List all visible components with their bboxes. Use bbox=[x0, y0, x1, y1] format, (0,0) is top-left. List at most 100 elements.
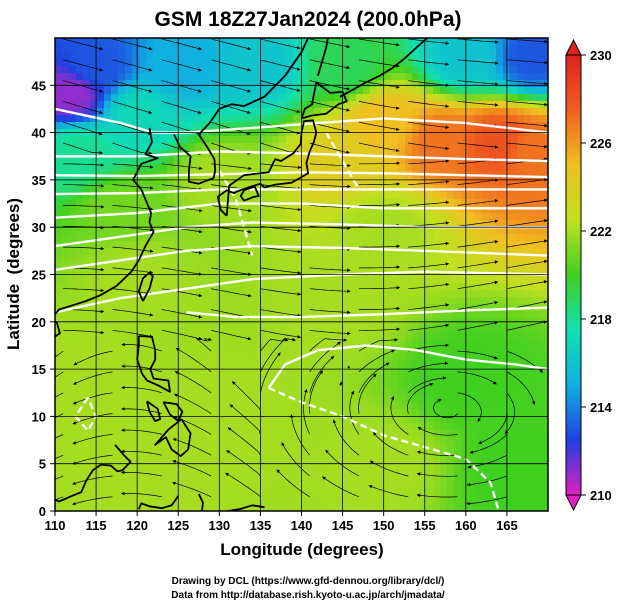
field-cell bbox=[531, 150, 539, 158]
field-cell bbox=[454, 430, 462, 438]
field-cell bbox=[468, 409, 476, 417]
field-cell bbox=[125, 164, 133, 172]
field-cell bbox=[489, 339, 497, 347]
field-cell bbox=[314, 94, 322, 102]
field-cell bbox=[279, 143, 287, 151]
field-cell bbox=[300, 430, 308, 438]
field-cell bbox=[517, 171, 525, 179]
field-cell bbox=[475, 409, 483, 417]
field-cell bbox=[468, 101, 476, 109]
field-cell bbox=[384, 304, 392, 312]
field-cell bbox=[167, 192, 175, 200]
field-cell bbox=[321, 479, 329, 487]
field-cell bbox=[167, 248, 175, 256]
field-cell bbox=[118, 283, 126, 291]
field-cell bbox=[216, 507, 224, 511]
field-cell bbox=[223, 353, 231, 361]
field-cell bbox=[76, 227, 84, 235]
field-cell bbox=[370, 395, 378, 403]
field-cell bbox=[349, 192, 357, 200]
field-cell bbox=[216, 500, 224, 508]
field-cell bbox=[517, 108, 525, 116]
field-cell bbox=[237, 290, 245, 298]
field-cell bbox=[216, 458, 224, 466]
field-cell bbox=[181, 199, 189, 207]
field-cell bbox=[202, 486, 210, 494]
field-cell bbox=[349, 339, 357, 347]
field-cell bbox=[363, 395, 371, 403]
field-cell bbox=[125, 227, 133, 235]
field-cell bbox=[342, 66, 350, 74]
field-cell bbox=[447, 346, 455, 354]
field-cell bbox=[370, 465, 378, 473]
streamline bbox=[325, 449, 360, 477]
streamline bbox=[309, 309, 351, 315]
field-cell bbox=[125, 220, 133, 228]
field-cell bbox=[230, 290, 238, 298]
field-cell bbox=[76, 479, 84, 487]
field-cell bbox=[293, 73, 301, 81]
field-cell bbox=[426, 234, 434, 242]
field-cell bbox=[538, 486, 546, 494]
field-cell bbox=[363, 38, 371, 46]
field-cell bbox=[139, 269, 147, 277]
field-cell bbox=[384, 507, 392, 511]
field-cell bbox=[216, 164, 224, 172]
field-cell bbox=[90, 115, 98, 123]
field-cell bbox=[433, 255, 441, 263]
field-cell bbox=[90, 262, 98, 270]
field-cell bbox=[223, 227, 231, 235]
field-cell bbox=[335, 283, 343, 291]
field-cell bbox=[174, 241, 182, 249]
field-cell bbox=[55, 360, 63, 368]
field-cell bbox=[97, 206, 105, 214]
field-cell bbox=[69, 122, 77, 130]
field-cell bbox=[475, 45, 483, 53]
streamline bbox=[359, 265, 401, 269]
field-cell bbox=[55, 465, 63, 473]
field-cell bbox=[510, 423, 518, 431]
field-cell bbox=[279, 423, 287, 431]
field-cell bbox=[356, 346, 364, 354]
field-cell bbox=[370, 38, 378, 46]
field-cell bbox=[69, 458, 77, 466]
field-cell bbox=[188, 101, 196, 109]
field-cell bbox=[524, 94, 532, 102]
field-cell bbox=[251, 192, 259, 200]
field-cell bbox=[160, 178, 168, 186]
field-cell bbox=[307, 416, 315, 424]
field-cell bbox=[223, 101, 231, 109]
field-cell bbox=[447, 206, 455, 214]
field-cell bbox=[482, 437, 490, 445]
field-cell bbox=[272, 269, 280, 277]
field-cell bbox=[55, 458, 63, 466]
field-cell bbox=[545, 444, 548, 452]
field-cell bbox=[405, 381, 413, 389]
field-cell bbox=[153, 255, 161, 263]
field-cell bbox=[475, 143, 483, 151]
field-cell bbox=[223, 409, 231, 417]
field-cell bbox=[258, 143, 266, 151]
field-cell bbox=[475, 486, 483, 494]
field-cell bbox=[405, 73, 413, 81]
field-cell bbox=[356, 493, 364, 501]
field-cell bbox=[132, 164, 140, 172]
field-cell bbox=[412, 374, 420, 382]
field-cell bbox=[377, 248, 385, 256]
field-cell bbox=[447, 108, 455, 116]
streamline bbox=[72, 454, 113, 465]
field-cell bbox=[300, 423, 308, 431]
field-cell bbox=[405, 157, 413, 165]
field-cell bbox=[62, 388, 70, 396]
field-cell bbox=[461, 101, 469, 109]
field-cell bbox=[202, 108, 210, 116]
field-cell bbox=[349, 136, 357, 144]
field-cell bbox=[391, 38, 399, 46]
field-cell bbox=[328, 290, 336, 298]
field-cell bbox=[405, 304, 413, 312]
field-cell bbox=[265, 171, 273, 179]
field-cell bbox=[76, 409, 84, 417]
field-cell bbox=[230, 395, 238, 403]
field-cell bbox=[461, 507, 469, 511]
field-cell bbox=[174, 234, 182, 242]
